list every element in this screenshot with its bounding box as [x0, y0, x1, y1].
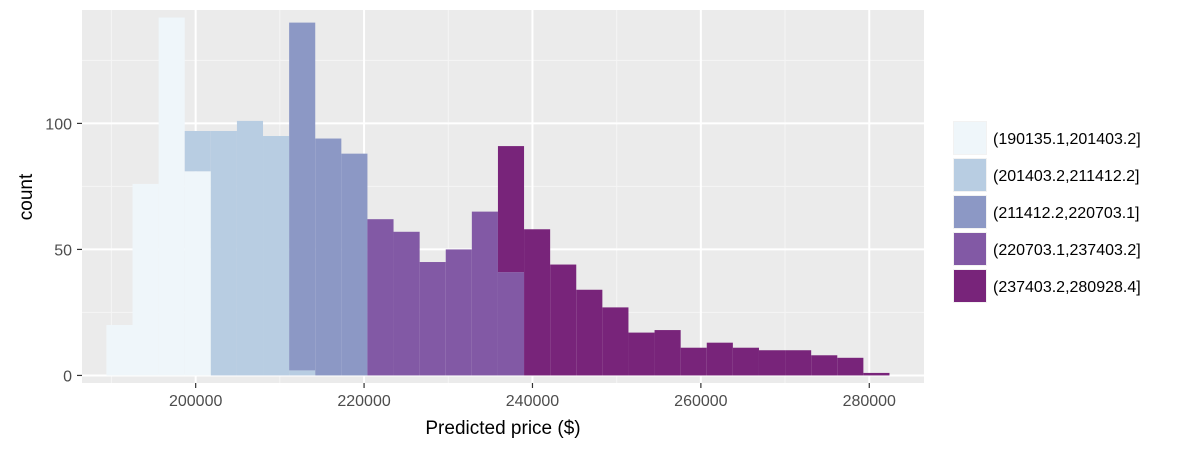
x-tick-label: 280000	[843, 393, 896, 410]
legend-label: (211412.2,220703.1]	[993, 205, 1140, 222]
histogram-bar	[497, 146, 525, 273]
legend-swatch	[954, 196, 986, 228]
histogram-bar	[497, 272, 525, 376]
legend-item: (220703.1,237403.2]	[953, 232, 1141, 266]
legend-item: (237403.2,280928.4]	[953, 269, 1141, 303]
legend-swatch	[954, 233, 986, 265]
histogram-bar	[393, 231, 420, 376]
histogram-bar	[524, 229, 551, 376]
x-tick-label: 260000	[674, 393, 727, 410]
legend-label: (237403.2,280928.4]	[993, 279, 1141, 296]
histogram-bar	[210, 130, 237, 376]
legend: (190135.1,201403.2] (201403.2,211412.2] (2…	[953, 121, 1141, 303]
histogram-bar	[837, 357, 864, 376]
legend-swatch	[954, 122, 986, 154]
legend-swatch	[954, 270, 986, 302]
y-axis: 0 50 100	[45, 116, 82, 385]
histogram-bar	[785, 350, 812, 376]
bar-series	[497, 146, 890, 376]
legend-item: (190135.1,201403.2]	[953, 121, 1141, 155]
histogram-bar	[184, 130, 211, 172]
y-tick-label: 0	[63, 368, 72, 385]
histogram-bar	[732, 347, 759, 376]
histogram-bar	[236, 120, 264, 376]
legend-label: (201403.2,211412.2]	[993, 168, 1140, 185]
histogram-bar	[550, 264, 577, 376]
x-tick-label: 220000	[337, 393, 390, 410]
legend-item: (201403.2,211412.2]	[953, 158, 1140, 192]
histogram-bar	[184, 171, 211, 376]
legend-swatch	[954, 159, 986, 191]
histogram-bar	[758, 350, 786, 376]
y-axis-title: count	[16, 173, 37, 220]
histogram-bar	[445, 249, 472, 376]
histogram-bar	[471, 211, 498, 376]
legend-label: (220703.1,237403.2]	[993, 242, 1141, 259]
histogram-bars	[106, 17, 890, 376]
histogram-bar	[158, 17, 185, 376]
x-tick-label: 200000	[169, 393, 222, 410]
y-tick-label: 100	[45, 116, 72, 133]
histogram-bar	[576, 289, 603, 376]
legend-label: (190135.1,201403.2]	[993, 131, 1141, 148]
bar-series	[367, 211, 525, 376]
x-axis: 200000 220000 240000 260000 280000	[169, 383, 896, 410]
bar-series	[289, 22, 368, 376]
bar-series	[106, 17, 211, 376]
histogram-bar	[628, 332, 655, 376]
histogram-bar	[680, 347, 707, 376]
x-tick-label: 240000	[506, 393, 559, 410]
histogram-bar	[341, 153, 368, 376]
histogram-bar	[263, 136, 290, 376]
histogram-bar	[863, 372, 890, 376]
histogram-bar	[315, 138, 342, 376]
histogram-bar	[106, 325, 133, 376]
histogram-bar	[419, 262, 446, 376]
y-tick-label: 50	[54, 242, 72, 259]
histogram-bar	[132, 183, 159, 376]
histogram-bar	[602, 307, 629, 376]
histogram-bar	[654, 330, 681, 376]
legend-item: (211412.2,220703.1]	[953, 195, 1140, 229]
x-axis-title: Predicted price ($)	[425, 418, 580, 439]
histogram-bar	[289, 370, 316, 376]
histogram-bar	[289, 22, 316, 371]
bar-series	[184, 120, 316, 376]
histogram-bar	[706, 342, 733, 376]
histogram-bar	[367, 219, 394, 376]
histogram-bar	[811, 355, 838, 376]
